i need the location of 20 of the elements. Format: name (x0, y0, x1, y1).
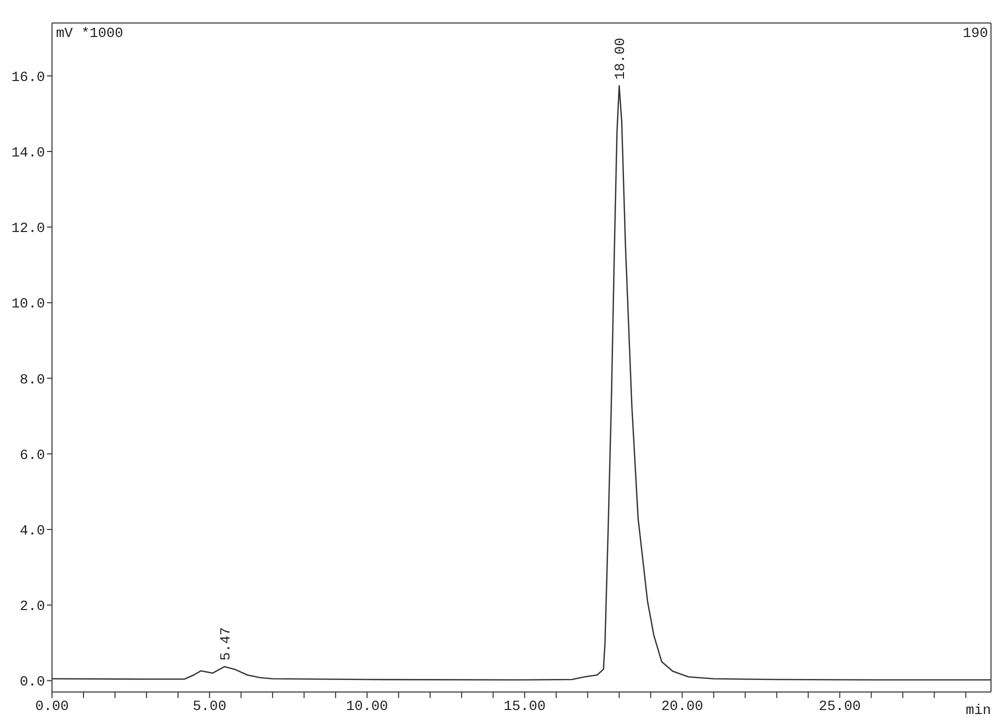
y-tick-label: 6.0 (20, 448, 45, 464)
y-tick-label: 12.0 (11, 221, 45, 238)
y-tick-label: 2.0 (20, 599, 45, 616)
annotation: 5.47 (218, 627, 234, 661)
y-axis-title: mV *1000 (56, 26, 124, 42)
y-tick-label: 14.0 (11, 145, 45, 162)
y-tick-label: 4.0 (20, 523, 45, 540)
y-tick-label: 0.0 (20, 674, 45, 691)
y-tick-label: 10.0 (11, 296, 45, 313)
x-tick-label: 15.00 (504, 698, 546, 715)
y-tick-label: 8.0 (20, 372, 45, 388)
x-tick-label: 25.00 (818, 698, 861, 715)
x-axis-title: min (966, 703, 991, 719)
x-tick-label: 10.00 (346, 698, 388, 715)
annotation: 18.00 (613, 38, 630, 80)
x-tick-label: 0.00 (35, 698, 69, 715)
x-tick-label: 20.00 (661, 698, 704, 715)
x-tick-label: 5.00 (192, 698, 226, 715)
y-tick-label: 16.0 (11, 70, 45, 86)
annotation: 190 (962, 26, 988, 42)
